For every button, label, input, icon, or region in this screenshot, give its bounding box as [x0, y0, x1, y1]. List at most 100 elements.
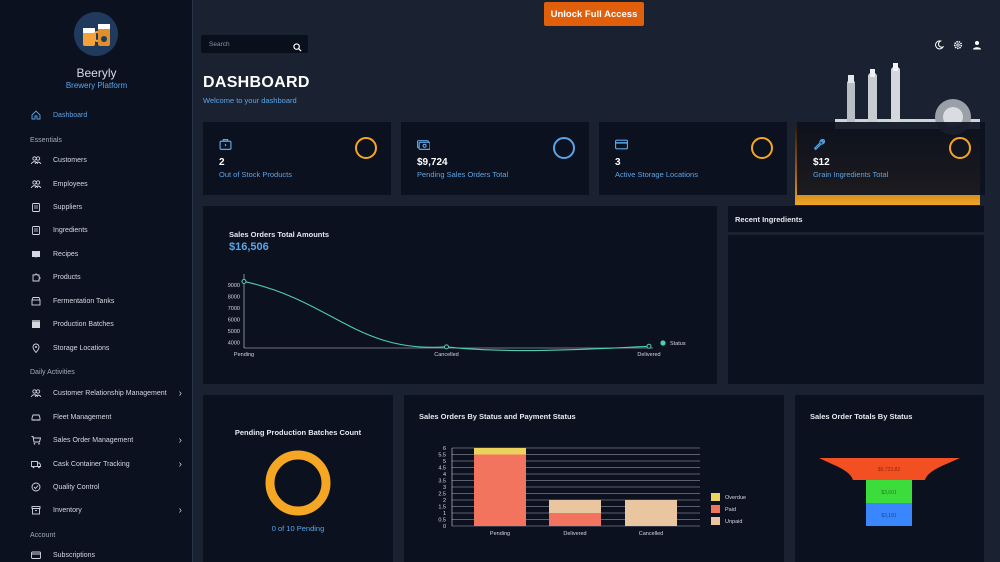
search-box [201, 35, 308, 53]
sidebar-item-subscriptions[interactable]: Subscriptions [30, 547, 190, 562]
sidebar-item-inventory[interactable]: Inventory › [30, 502, 190, 518]
clipboard-icon [30, 201, 42, 213]
search-input[interactable] [201, 40, 287, 48]
sidebar-item-products[interactable]: Products [30, 269, 190, 285]
clipboard-icon [30, 224, 42, 236]
money-icon [416, 138, 431, 152]
sidebar-item-label: Dashboard [53, 111, 88, 119]
funnel-segment[interactable] [819, 458, 960, 480]
cart-icon [30, 434, 42, 446]
stat-label: Out of Stock Products [219, 170, 292, 179]
sidebar-item-label: Production Batches [53, 320, 114, 328]
x-tick-label: Pending [490, 531, 510, 537]
sidebar-item-quality-control[interactable]: Quality Control [30, 479, 190, 495]
sidebar-item-cask-container-tracking[interactable]: Cask Container Tracking › [30, 456, 190, 472]
stat-value: 3 [615, 157, 621, 168]
legend-label: Paid [725, 507, 736, 513]
users-icon [30, 387, 42, 399]
section-daily-activities: Daily Activities [30, 369, 75, 376]
y-tick-label: 5000 [228, 329, 240, 335]
data-point[interactable] [646, 343, 652, 349]
sidebar-item-suppliers[interactable]: Suppliers [30, 199, 190, 215]
sidebar-item-production-batches[interactable]: Production Batches [30, 316, 190, 332]
sidebar-item-label: Storage Locations [53, 344, 110, 352]
y-tick-label: 1 [443, 511, 446, 517]
sidebar-item-label: Subscriptions [53, 551, 96, 559]
data-point[interactable] [241, 278, 247, 284]
chevron-right-icon[interactable]: › [178, 387, 182, 399]
sidebar-item-storage-locations[interactable]: Storage Locations [30, 340, 190, 356]
stat-progress-ring [355, 137, 377, 159]
sidebar: Beeryly Brewery Platform Dashboard Essen… [0, 0, 193, 562]
car-icon [30, 411, 42, 423]
y-tick-label: 3.5 [438, 479, 446, 485]
stat-value: $9,724 [417, 157, 448, 168]
chevron-right-icon[interactable]: › [178, 434, 182, 446]
x-tick-label: Delivered [563, 531, 586, 537]
funnel-segment[interactable] [866, 503, 912, 526]
sales-orders-total-panel: Sales Orders Total Amounts $16,506 4000 5… [203, 206, 717, 384]
sidebar-item-dashboard[interactable]: Dashboard [30, 107, 190, 123]
stat-value: 2 [219, 157, 225, 168]
sidebar-item-label: Customer Relationship Management [53, 389, 167, 397]
sales-totals-funnel-chart: $9,723.82 $3,601 $3,181 [819, 458, 960, 526]
sidebar-item-label: Ingredients [53, 226, 88, 234]
data-point[interactable] [444, 344, 449, 350]
sidebar-item-ingredients[interactable]: Ingredients [30, 222, 190, 238]
y-tick-label: 4 [443, 472, 446, 478]
funnel-label: $3,601 [881, 490, 897, 496]
page-subtitle: Welcome to your dashboard [203, 96, 297, 105]
y-tick-label: 2.5 [438, 492, 446, 498]
legend-swatch [711, 517, 720, 525]
sidebar-item-customers[interactable]: Customers [30, 152, 190, 168]
sidebar-item-label: Employees [53, 180, 88, 188]
x-tick-label: Cancelled [639, 531, 663, 537]
y-tick-label: 5.5 [438, 453, 446, 459]
status-stacked-bar-chart: 00.511.522.533.544.555.56 Pending Delivere… [438, 446, 746, 537]
funnel-label: $3,181 [881, 513, 897, 519]
legend-label: Status [670, 341, 686, 347]
unlock-full-access-button[interactable]: Unlock Full Access [544, 2, 644, 26]
stat-card: 2 Out of Stock Products [203, 122, 391, 195]
sidebar-item-label: Quality Control [53, 483, 100, 491]
store-icon [30, 295, 42, 307]
y-tick-label: 9000 [228, 283, 240, 289]
sidebar-item-fleet-management[interactable]: Fleet Management [30, 409, 190, 425]
panel-title: Sales Order Totals By Status [810, 412, 913, 421]
card-icon [30, 549, 42, 561]
sidebar-item-label: Customers [53, 156, 87, 164]
bar-segment[interactable] [625, 500, 677, 526]
series-line [243, 280, 650, 352]
y-tick-label: 3 [443, 485, 446, 491]
sidebar-item-sales-order-management[interactable]: Sales Order Management › [30, 432, 190, 448]
puzzle-icon [30, 271, 42, 283]
sidebar-item-employees[interactable]: Employees [30, 176, 190, 192]
y-tick-label: 0.5 [438, 518, 446, 524]
card-icon [614, 138, 629, 152]
bar-segment[interactable] [549, 500, 601, 513]
sidebar-item-label: Products [53, 273, 81, 281]
chevron-right-icon[interactable]: › [178, 458, 182, 470]
stat-label: Pending Sales Orders Total [417, 170, 509, 179]
sidebar-item-recipes[interactable]: Recipes [30, 246, 190, 262]
users-icon [30, 154, 42, 166]
dark-mode-toggle-icon[interactable] [933, 39, 944, 50]
user-profile-icon[interactable] [971, 39, 982, 50]
archive-icon [30, 504, 42, 516]
bar-segment[interactable] [549, 513, 601, 526]
sidebar-item-customer-relationship-management[interactable]: Customer Relationship Management › [30, 385, 190, 401]
y-tick-label: 1.5 [438, 505, 446, 511]
bar-segment[interactable] [474, 448, 526, 455]
y-tick-label: 8000 [228, 294, 240, 300]
panel-divider [728, 232, 984, 235]
pin-icon [30, 342, 42, 354]
bar-segment[interactable] [474, 454, 526, 527]
search-icon[interactable] [293, 39, 302, 57]
chevron-right-icon[interactable]: › [178, 504, 182, 516]
legend-label: Unpaid [725, 519, 742, 525]
sidebar-item-fermentation-tanks[interactable]: Fermentation Tanks [30, 293, 190, 309]
y-tick-label: 2 [443, 498, 446, 504]
settings-gear-icon[interactable] [952, 39, 963, 50]
users-icon [30, 178, 42, 190]
funnel-segment[interactable] [866, 480, 912, 503]
